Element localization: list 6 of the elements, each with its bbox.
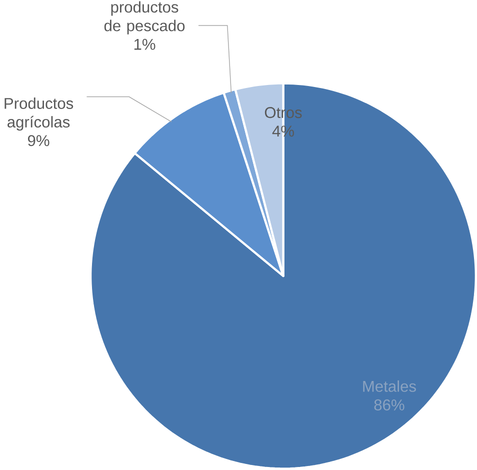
slice-label: Metales [363, 380, 416, 392]
data-label: 9% [28, 135, 50, 146]
slice-label: productos de pescado [104, 1, 185, 34]
slice-label: Productos agrícolas [4, 98, 74, 131]
data-label: 86% [374, 400, 404, 411]
data-label: 1% [134, 38, 156, 50]
